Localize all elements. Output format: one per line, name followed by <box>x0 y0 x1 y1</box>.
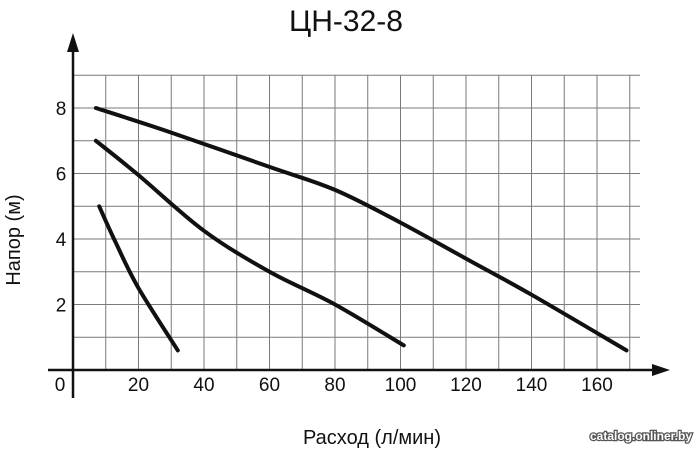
x-tick-label: 160 <box>581 375 613 396</box>
curves <box>93 106 629 353</box>
x-tick-labels: 0 20 40 60 80 100 120 140 160 <box>55 375 613 396</box>
series-line-3 <box>97 204 180 353</box>
y-axis-arrow <box>67 33 79 52</box>
y-axis-label: Напор (м) <box>3 194 25 285</box>
grid <box>73 74 640 370</box>
series-line-2 <box>93 138 406 348</box>
x-tick-label: 60 <box>259 375 280 396</box>
x-axis-arrow <box>652 364 670 376</box>
x-tick-label: 20 <box>128 375 149 396</box>
y-tick-label: 6 <box>56 165 67 186</box>
x-tick-label: 140 <box>516 375 548 396</box>
y-tick-labels: 2 4 6 8 <box>56 99 67 317</box>
x-axis-label: Расход (л/мин) <box>303 427 441 449</box>
watermark: catalog.onliner.by <box>590 429 692 443</box>
series-line-1 <box>93 106 629 353</box>
axes <box>48 33 670 398</box>
chart-title: ЦН-32-8 <box>289 5 403 38</box>
x-tick-label: 100 <box>385 375 417 396</box>
x-tick-label: 40 <box>193 375 214 396</box>
y-tick-label: 2 <box>56 296 67 317</box>
x-tick-label: 120 <box>450 375 482 396</box>
y-tick-label: 4 <box>56 230 67 251</box>
x-tick-label: 80 <box>324 375 345 396</box>
y-tick-label: 8 <box>56 99 67 120</box>
x-tick-label: 0 <box>55 375 66 396</box>
